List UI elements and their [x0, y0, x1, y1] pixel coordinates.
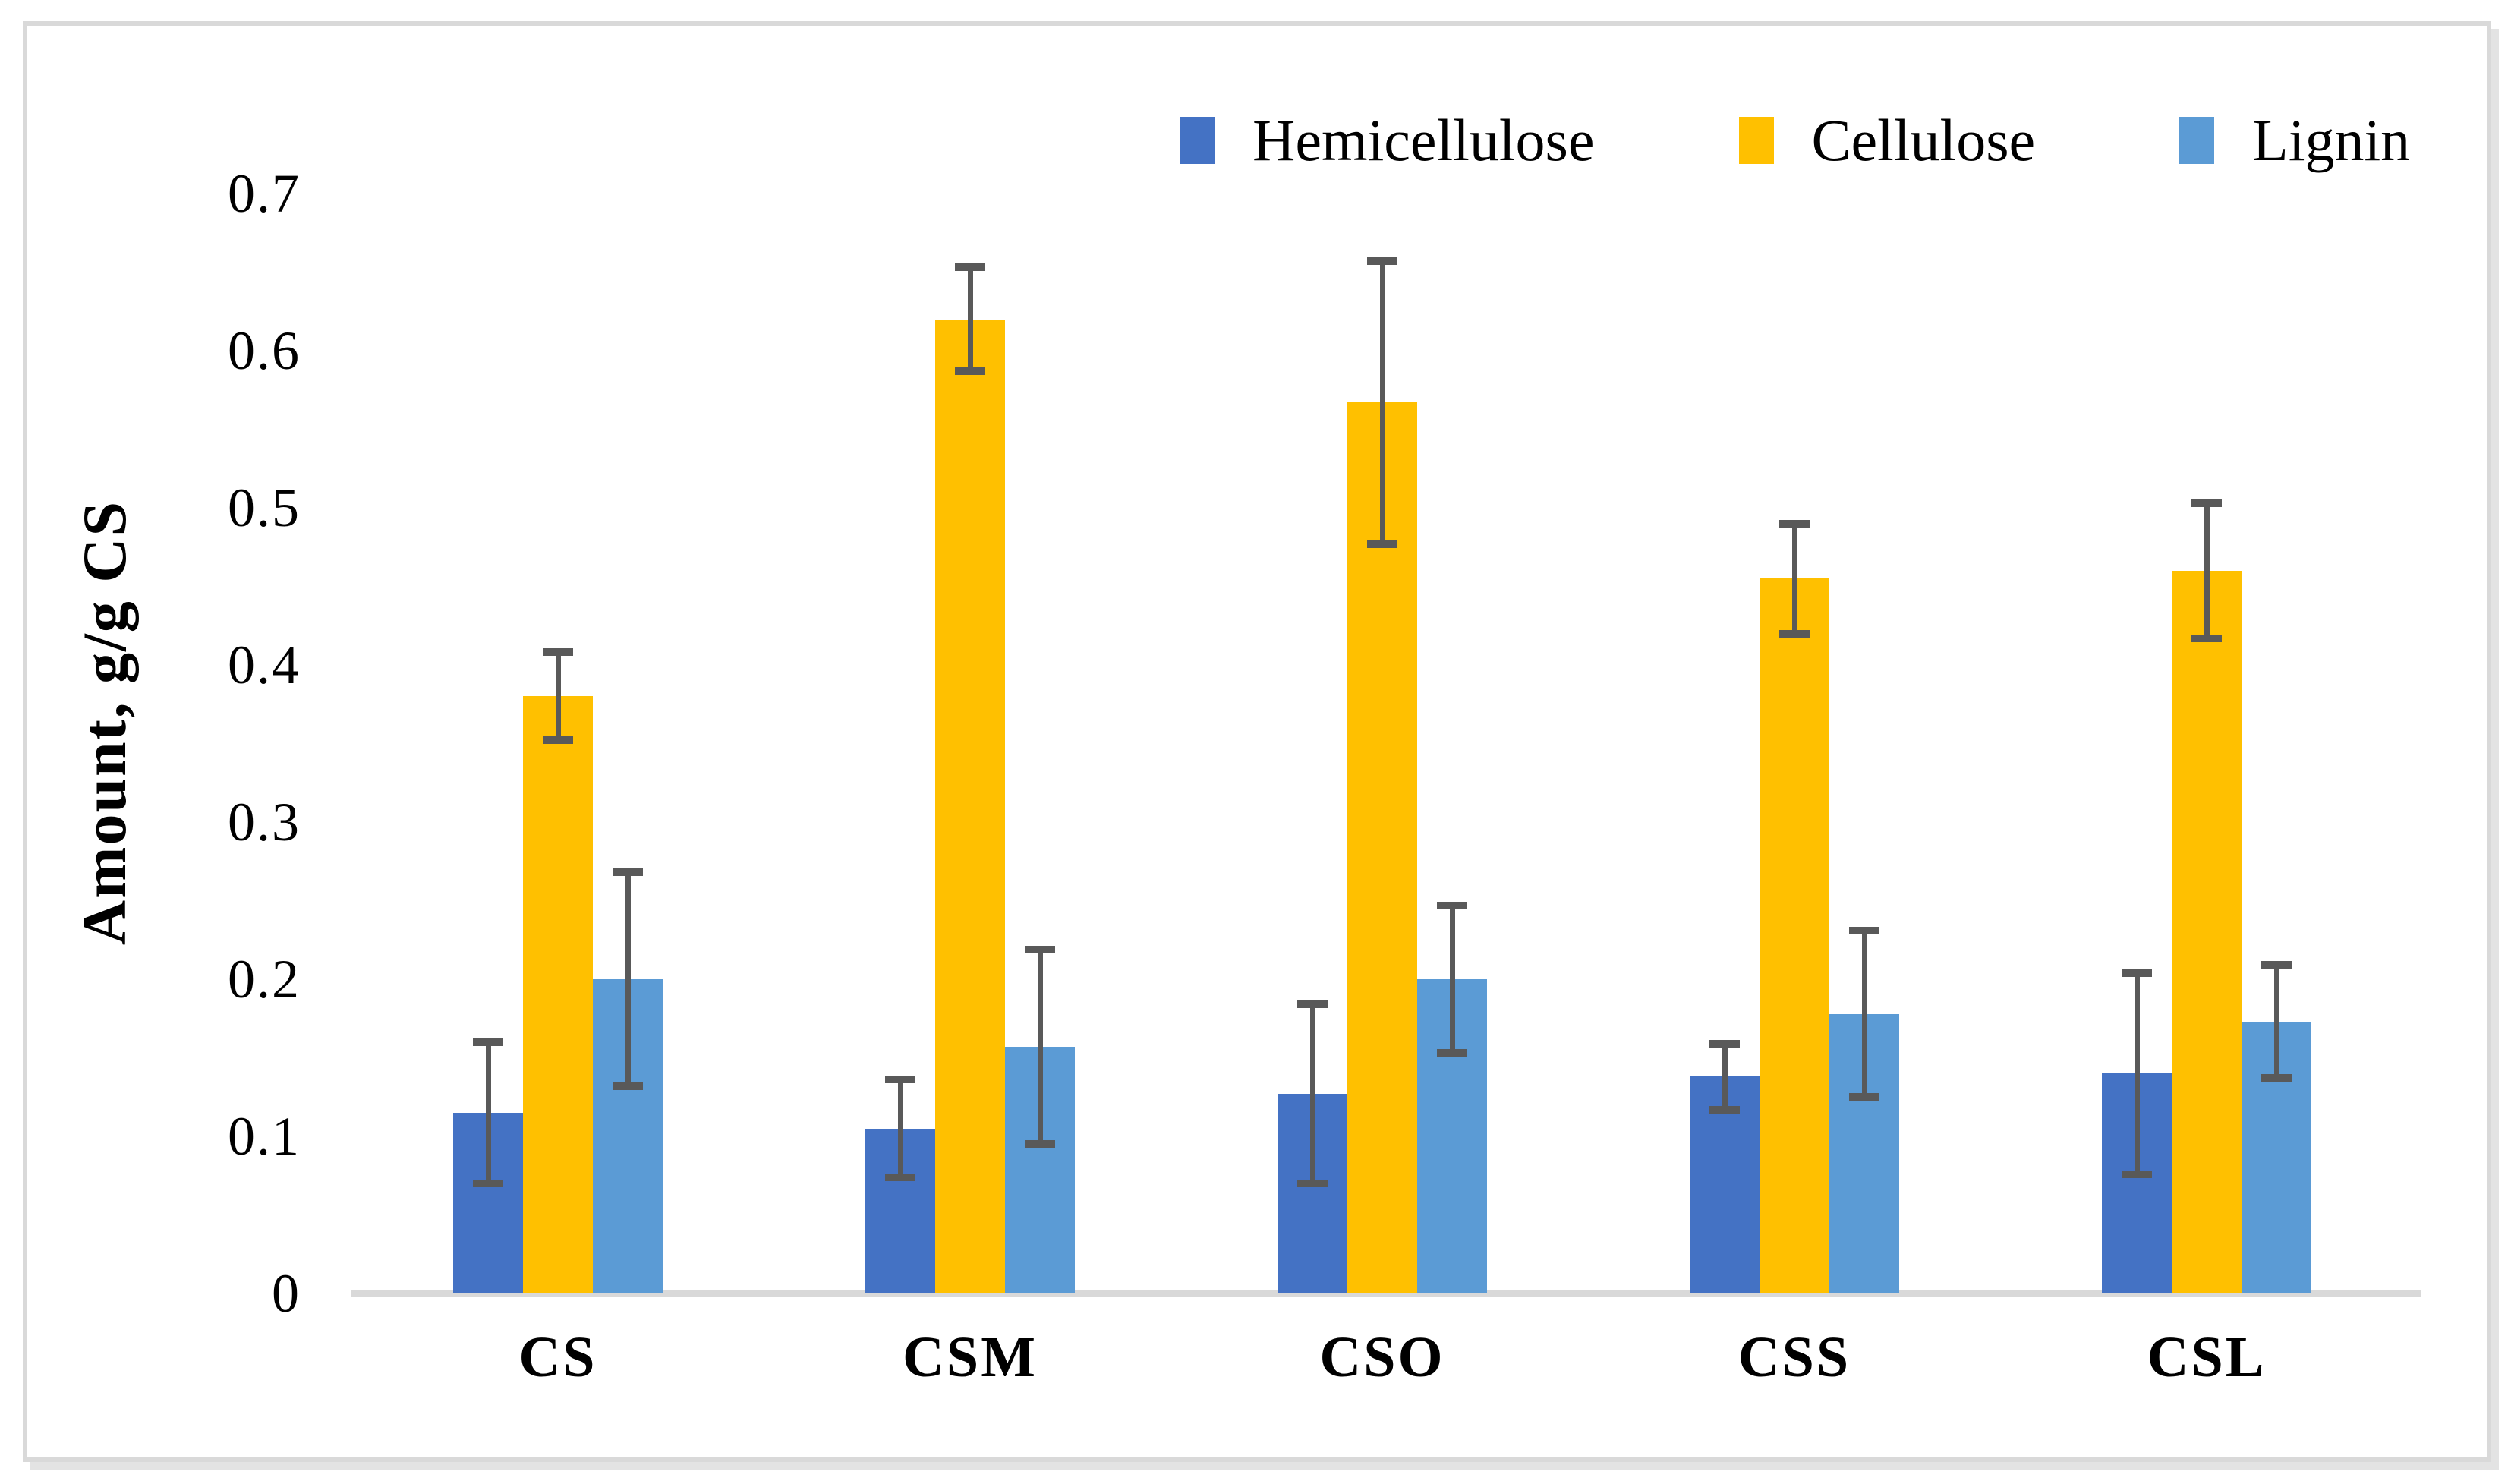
error-cap-top-hemicellulose-csm	[885, 1076, 915, 1084]
figure-border	[23, 21, 2491, 1462]
error-cap-top-cellulose-csm	[955, 263, 985, 272]
error-cap-top-hemicellulose-css	[1709, 1039, 1740, 1048]
error-cap-bottom-lignin-cso	[1437, 1049, 1467, 1057]
error-cap-top-cellulose-csl	[2191, 499, 2222, 507]
error-bar-lignin-csl	[2273, 965, 2279, 1079]
error-cap-top-lignin-csl	[2261, 961, 2292, 969]
error-cap-bottom-hemicellulose-cs	[473, 1180, 503, 1188]
error-bar-hemicellulose-csm	[897, 1079, 903, 1177]
legend: Hemicellulose Cellulose Lignin	[1180, 106, 2410, 175]
error-cap-top-cellulose-cs	[543, 648, 573, 657]
y-tick-label: 0.3	[228, 792, 301, 852]
error-cap-bottom-hemicellulose-cso	[1297, 1180, 1328, 1188]
error-cap-bottom-hemicellulose-css	[1709, 1105, 1740, 1114]
x-category-label: CSL	[2147, 1325, 2267, 1389]
error-cap-top-cellulose-cso	[1367, 257, 1397, 265]
y-tick-label: 0.1	[228, 1106, 301, 1167]
legend-item-cellulose: Cellulose	[1738, 106, 2036, 175]
error-bar-cellulose-css	[1791, 523, 1797, 634]
error-cap-top-lignin-css	[1849, 926, 1879, 934]
x-category-label: CSM	[903, 1325, 1038, 1389]
lignin-swatch-icon	[2179, 117, 2215, 164]
legend-label-lignin: Lignin	[2252, 107, 2411, 173]
error-bar-lignin-css	[1861, 930, 1867, 1098]
error-bar-lignin-csm	[1037, 949, 1043, 1145]
error-cap-bottom-cellulose-csm	[955, 367, 985, 375]
error-cap-bottom-hemicellulose-csl	[2122, 1170, 2152, 1178]
error-cap-bottom-lignin-css	[1849, 1093, 1879, 1101]
y-tick-label: 0.7	[228, 163, 301, 224]
bar-cellulose-css	[1760, 578, 1829, 1293]
error-cap-top-lignin-csm	[1025, 945, 1055, 953]
cellulose-swatch-icon	[1738, 117, 1774, 164]
x-category-label: CS	[518, 1325, 597, 1389]
legend-item-lignin: Lignin	[2179, 106, 2410, 175]
y-tick-label: 0	[272, 1263, 301, 1324]
x-category-label: CSO	[1319, 1325, 1445, 1389]
error-bar-hemicellulose-cso	[1309, 1004, 1315, 1184]
y-tick-label: 0.5	[228, 477, 301, 538]
error-bar-hemicellulose-css	[1722, 1043, 1728, 1110]
error-bar-cellulose-cs	[555, 652, 561, 741]
bar-cellulose-csm	[935, 319, 1005, 1293]
error-cap-top-hemicellulose-cs	[473, 1038, 503, 1046]
hemicellulose-swatch-icon	[1180, 117, 1215, 164]
error-bar-hemicellulose-cs	[485, 1041, 491, 1184]
error-cap-bottom-cellulose-cso	[1367, 540, 1397, 548]
error-cap-bottom-cellulose-csl	[2191, 634, 2222, 642]
error-cap-bottom-cellulose-cs	[543, 736, 573, 745]
error-cap-top-lignin-cso	[1437, 901, 1467, 909]
y-tick-label: 0.4	[228, 635, 301, 695]
error-cap-bottom-cellulose-css	[1779, 629, 1810, 638]
error-cap-top-lignin-cs	[613, 868, 643, 877]
error-cap-top-hemicellulose-csl	[2122, 969, 2152, 977]
bar-cellulose-cso	[1347, 402, 1417, 1293]
legend-item-hemicellulose: Hemicellulose	[1180, 106, 1595, 175]
y-tick-label: 0.2	[228, 949, 301, 1010]
error-bar-cellulose-cso	[1379, 261, 1385, 544]
error-bar-lignin-cs	[625, 872, 631, 1086]
error-cap-bottom-hemicellulose-csm	[885, 1173, 915, 1181]
error-bar-cellulose-csm	[967, 267, 973, 371]
error-cap-top-cellulose-css	[1779, 519, 1810, 528]
y-tick-label: 0.6	[228, 320, 301, 381]
error-cap-bottom-lignin-csl	[2261, 1074, 2292, 1082]
error-cap-bottom-lignin-cs	[613, 1082, 643, 1090]
error-cap-bottom-lignin-csm	[1025, 1140, 1055, 1148]
legend-label-hemicellulose: Hemicellulose	[1252, 107, 1595, 173]
bar-cellulose-csl	[2172, 570, 2242, 1293]
legend-label-cellulose: Cellulose	[1811, 107, 2036, 173]
error-cap-top-hemicellulose-cso	[1297, 1000, 1328, 1009]
error-bar-cellulose-csl	[2204, 503, 2210, 638]
x-category-label: CSS	[1738, 1325, 1851, 1389]
error-bar-lignin-cso	[1449, 905, 1455, 1054]
error-bar-hemicellulose-csl	[2134, 972, 2140, 1174]
bar-cellulose-cs	[523, 696, 593, 1293]
x-axis-line	[351, 1290, 2421, 1297]
